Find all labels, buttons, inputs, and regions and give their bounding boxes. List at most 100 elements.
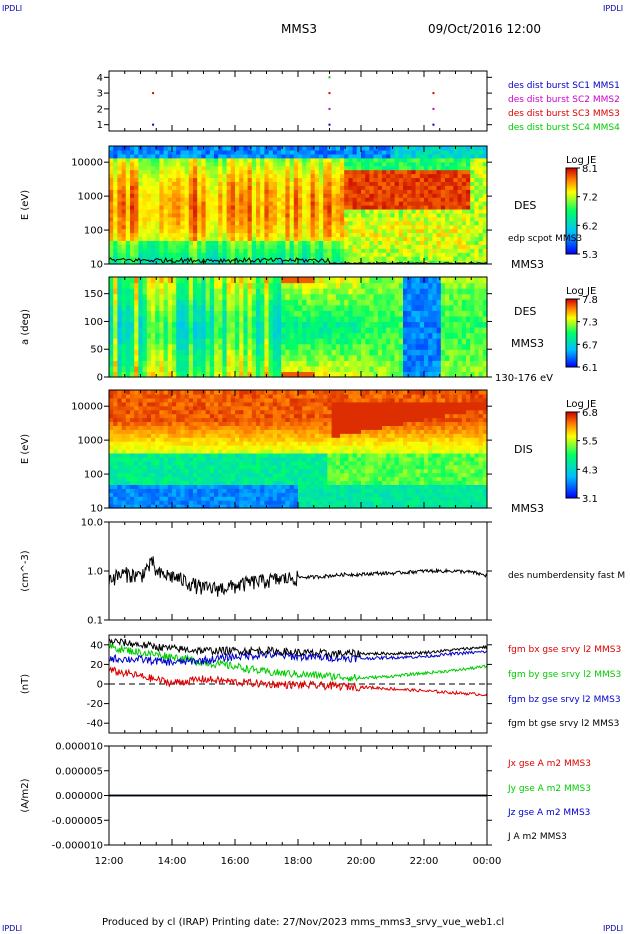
des-energy-cell bbox=[319, 216, 324, 222]
des-pitch-cell bbox=[289, 293, 295, 300]
des-energy-cell bbox=[268, 177, 274, 182]
des-pitch-cell bbox=[235, 277, 240, 284]
des-energy-cell bbox=[327, 169, 333, 175]
des-pitch-cell bbox=[188, 360, 194, 367]
des-energy-cell bbox=[466, 189, 471, 194]
des-pitch-cell bbox=[306, 288, 312, 295]
des-pitch-cell bbox=[256, 277, 261, 284]
des-energy-cell bbox=[176, 189, 181, 194]
des-pitch-cell bbox=[482, 343, 488, 350]
des-pitch-cell bbox=[453, 332, 459, 339]
dis-energy-cell bbox=[146, 449, 152, 454]
dis-energy-cell bbox=[180, 476, 186, 482]
dis-energy-cell bbox=[146, 452, 152, 458]
des-pitch-cell bbox=[386, 321, 391, 328]
des-energy-cell bbox=[470, 185, 475, 190]
des-energy-cell bbox=[289, 149, 295, 155]
des-energy-cell bbox=[264, 228, 270, 234]
des-energy-cell bbox=[453, 165, 459, 171]
des-energy-cell bbox=[268, 181, 274, 186]
dis-energy-cell bbox=[176, 488, 181, 493]
des-energy-cell bbox=[214, 216, 219, 222]
des-energy-cell bbox=[260, 232, 265, 238]
des-energy-cell bbox=[394, 205, 400, 210]
des-pitch-cell bbox=[369, 288, 375, 295]
des-energy-cell bbox=[214, 205, 219, 210]
des-pitch-cell bbox=[167, 299, 173, 306]
des-energy-cell bbox=[478, 236, 484, 241]
dis-energy-cell bbox=[151, 488, 156, 493]
des-pitch-cell bbox=[461, 315, 467, 323]
des-energy-cell bbox=[209, 181, 215, 186]
des-pitch-cell bbox=[449, 371, 454, 378]
dis-energy-cell bbox=[121, 425, 127, 430]
des-energy-cell bbox=[146, 189, 152, 194]
des-energy-cell bbox=[314, 161, 320, 167]
des-pitch-cell bbox=[424, 354, 429, 361]
dis-energy-cell bbox=[172, 397, 177, 403]
des-energy-cell bbox=[306, 165, 312, 171]
dis-energy-cell bbox=[159, 472, 165, 478]
des-energy-cell bbox=[117, 149, 123, 155]
des-energy-cell bbox=[365, 193, 370, 198]
des-pitch-cell bbox=[243, 315, 249, 323]
des-pitch-cell bbox=[470, 371, 475, 378]
des-energy-cell bbox=[440, 201, 446, 206]
des-pitch-cell bbox=[323, 360, 328, 367]
des-energy-cell bbox=[445, 146, 450, 151]
dis-energy-cell bbox=[197, 504, 202, 509]
dis-energy-cell bbox=[113, 413, 118, 419]
des-energy-cell bbox=[180, 212, 186, 218]
des-energy-cell bbox=[138, 193, 144, 198]
des-pitch-cell bbox=[188, 365, 194, 373]
des-pitch-cell bbox=[302, 343, 307, 350]
des-energy-cell bbox=[134, 189, 139, 194]
des-energy-cell bbox=[197, 169, 202, 175]
des-pitch-cell bbox=[239, 371, 244, 378]
des-pitch-cell bbox=[428, 365, 433, 373]
des-pitch-cell bbox=[277, 327, 282, 334]
des-pitch-cell bbox=[419, 288, 425, 295]
des-pitch-cell bbox=[205, 299, 211, 306]
des-energy-cell bbox=[167, 216, 173, 222]
des-pitch-cell bbox=[243, 365, 249, 373]
des-energy-cell bbox=[382, 189, 387, 194]
des-energy-cell bbox=[218, 224, 223, 230]
des-energy-cell bbox=[373, 157, 379, 163]
des-energy-cell bbox=[369, 193, 375, 198]
des-pitch-cell bbox=[432, 360, 438, 367]
dis-energy-cell bbox=[193, 504, 198, 509]
des-energy-cell bbox=[113, 220, 118, 226]
des-pitch-cell bbox=[205, 360, 211, 367]
des-pitch-cell bbox=[356, 288, 362, 295]
des-energy-cell bbox=[180, 205, 186, 210]
dis-energy-cell bbox=[130, 445, 135, 450]
des-energy-cell bbox=[335, 157, 341, 163]
des-energy-cell bbox=[201, 212, 207, 218]
dis-energy-cell bbox=[146, 476, 152, 482]
des-energy-cell bbox=[214, 240, 219, 245]
des-energy-cell bbox=[428, 149, 433, 155]
des-energy-cell bbox=[293, 146, 299, 151]
des-pitch-cell bbox=[159, 315, 165, 323]
des-energy-cell bbox=[197, 208, 202, 214]
des-energy-cell bbox=[310, 201, 316, 206]
des-pitch-cell bbox=[331, 338, 337, 345]
des-energy-cell bbox=[302, 165, 307, 171]
des-energy-cell bbox=[356, 153, 362, 159]
dis-energy-cell bbox=[151, 413, 156, 419]
des-pitch-cell bbox=[369, 282, 375, 289]
des-energy-cell bbox=[440, 212, 446, 218]
des-energy-cell bbox=[335, 224, 341, 230]
dis-energy-cell bbox=[193, 452, 198, 458]
des-energy-cell bbox=[377, 149, 383, 155]
des-pitch-cell bbox=[411, 349, 417, 356]
des-energy-cell bbox=[251, 185, 257, 190]
des-energy-cell bbox=[218, 157, 223, 163]
des-pitch-cell bbox=[419, 349, 425, 356]
des-energy-cell bbox=[167, 260, 173, 265]
des-pitch-cell bbox=[365, 299, 370, 306]
des-pitch-cell bbox=[142, 371, 148, 378]
des-energy-cell bbox=[310, 181, 316, 186]
des-pitch-cell bbox=[453, 349, 459, 356]
